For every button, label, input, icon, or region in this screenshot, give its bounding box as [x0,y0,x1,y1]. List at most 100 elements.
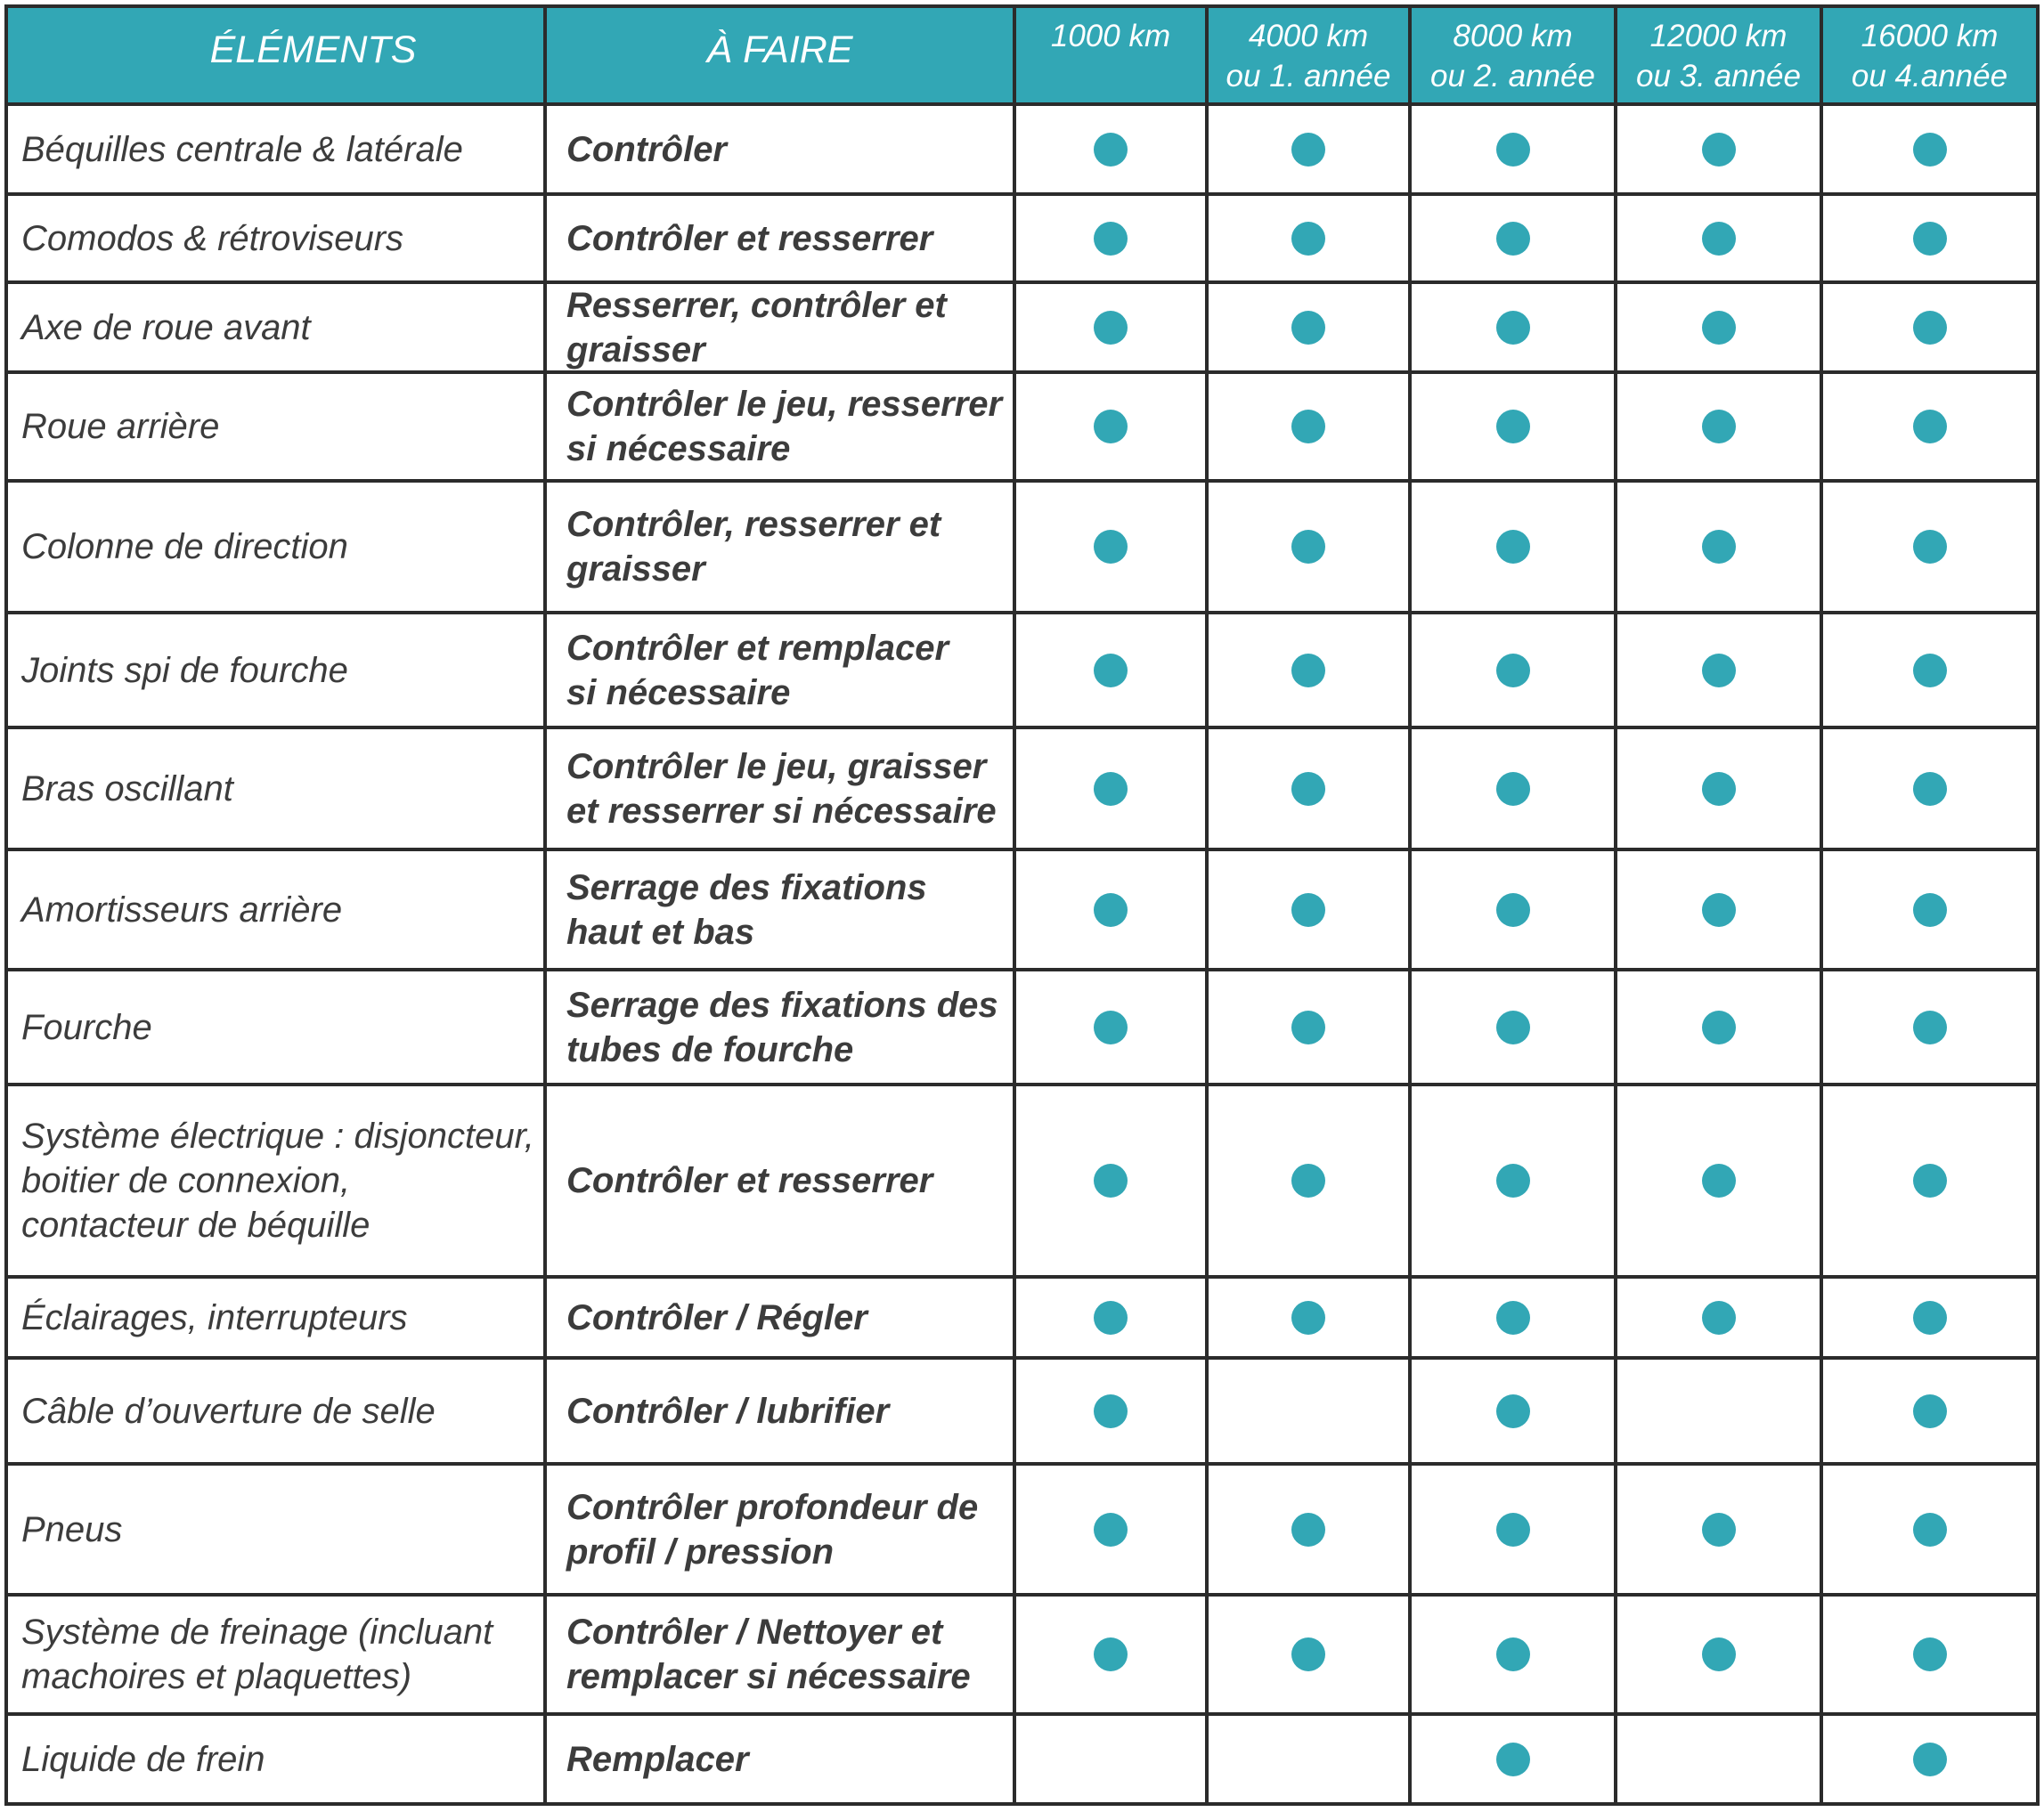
check-dot-icon [1495,771,1530,806]
check-dot-icon [1495,132,1530,167]
interval-mark-cell [1016,971,1209,1086]
todo-cell: Contrôler [547,106,1016,196]
interval-mark-cell [1617,196,1823,284]
todo-cell: Serrage des fixations haut et bas [547,851,1016,971]
interval-mark-cell [1209,971,1412,1086]
check-dot-icon [1495,1742,1530,1776]
check-dot-icon [1701,1637,1736,1671]
interval-mark-cell [1823,729,2040,851]
element-cell: Bras oscillant [8,729,547,851]
check-dot-icon [1291,1300,1325,1335]
header-label-interval: 1000 km [1050,19,1171,53]
check-dot-icon [1701,530,1736,564]
interval-mark-cell [1016,483,1209,614]
check-dot-icon [1495,1394,1530,1428]
header-cell-interval-5: 16000 km ou 4.année [1823,8,2040,106]
check-dot-icon [1701,1300,1736,1335]
interval-mark-cell [1617,483,1823,614]
todo-cell: Remplacer [547,1716,1016,1806]
check-dot-icon [1094,1164,1128,1198]
check-dot-icon [1912,132,1947,167]
check-dot-icon [1094,1300,1128,1335]
check-dot-icon [1094,653,1128,687]
check-dot-icon [1094,1394,1128,1428]
interval-mark-cell [1617,1466,1823,1597]
interval-mark-cell [1209,729,1412,851]
todo-cell: Resserrer, contrôler et graisser [547,284,1016,374]
interval-mark-cell [1016,1466,1209,1597]
interval-mark-cell [1617,374,1823,483]
interval-mark-cell [1209,1086,1412,1279]
todo-cell: Contrôler le jeu, graisser et resserrer … [547,729,1016,851]
interval-mark-cell [1617,106,1823,196]
interval-mark-cell [1823,1466,2040,1597]
header-label-interval: 16000 km ou 4.année [1851,19,2008,93]
interval-mark-cell [1823,1597,2040,1716]
check-dot-icon [1094,310,1128,345]
header-label-interval: 12000 km ou 3. année [1636,19,1801,93]
check-dot-icon [1912,653,1947,687]
interval-mark-cell [1209,1716,1412,1806]
check-dot-icon [1701,310,1736,345]
interval-mark-cell [1617,1086,1823,1279]
todo-cell: Contrôler le jeu, resserrer si nécessair… [547,374,1016,483]
check-dot-icon [1912,410,1947,443]
interval-mark-cell [1617,1360,1823,1466]
interval-mark-cell [1209,851,1412,971]
element-cell: Fourche [8,971,547,1086]
interval-mark-cell [1209,483,1412,614]
interval-mark-cell [1617,614,1823,729]
check-dot-icon [1291,530,1325,564]
interval-mark-cell [1823,284,2040,374]
interval-mark-cell [1412,1597,1617,1716]
check-dot-icon [1291,653,1325,687]
element-cell: Joints spi de fourche [8,614,547,729]
check-dot-icon [1701,410,1736,443]
interval-mark-cell [1016,1597,1209,1716]
header-label-interval: 4000 km ou 1. année [1226,19,1391,93]
check-dot-icon [1912,1637,1947,1671]
check-dot-icon [1495,410,1530,443]
check-dot-icon [1094,132,1128,167]
interval-mark-cell [1016,374,1209,483]
interval-mark-cell [1412,1716,1617,1806]
element-cell: Comodos & rétroviseurs [8,196,547,284]
check-dot-icon [1912,1742,1947,1776]
check-dot-icon [1701,892,1736,927]
interval-mark-cell [1412,1279,1617,1360]
check-dot-icon [1495,1637,1530,1671]
interval-mark-cell [1412,1086,1617,1279]
maintenance-schedule-table: ÉLÉMENTS À FAIRE 1000 km 4000 km ou 1. an… [4,4,2040,1806]
check-dot-icon [1912,1300,1947,1335]
interval-mark-cell [1823,374,2040,483]
todo-cell: Contrôler et resserrer [547,1086,1016,1279]
check-dot-icon [1495,530,1530,564]
interval-mark-cell [1823,614,2040,729]
todo-cell: Serrage des fixations des tubes de fourc… [547,971,1016,1086]
check-dot-icon [1912,310,1947,345]
todo-cell: Contrôler / Nettoyer et remplacer si néc… [547,1597,1016,1716]
interval-mark-cell [1016,851,1209,971]
todo-cell: Contrôler et remplacer si nécessaire [547,614,1016,729]
interval-mark-cell [1823,106,2040,196]
check-dot-icon [1701,221,1736,256]
check-dot-icon [1701,1010,1736,1044]
header-cell-interval-3: 8000 km ou 2. année [1412,8,1617,106]
element-cell: Amortisseurs arrière [8,851,547,971]
interval-mark-cell [1823,1086,2040,1279]
todo-cell: Contrôler et resserrer [547,196,1016,284]
interval-mark-cell [1209,1597,1412,1716]
check-dot-icon [1701,653,1736,687]
check-dot-icon [1094,221,1128,256]
check-dot-icon [1912,530,1947,564]
check-dot-icon [1094,892,1128,927]
check-dot-icon [1495,1300,1530,1335]
element-cell: Système électrique : disjoncteur, boitie… [8,1086,547,1279]
check-dot-icon [1495,892,1530,927]
interval-mark-cell [1823,851,2040,971]
element-cell: Câble d’ouverture de selle [8,1360,547,1466]
check-dot-icon [1291,1164,1325,1198]
header-cell-elements: ÉLÉMENTS [8,8,547,106]
check-dot-icon [1495,1010,1530,1044]
interval-mark-cell [1412,971,1617,1086]
